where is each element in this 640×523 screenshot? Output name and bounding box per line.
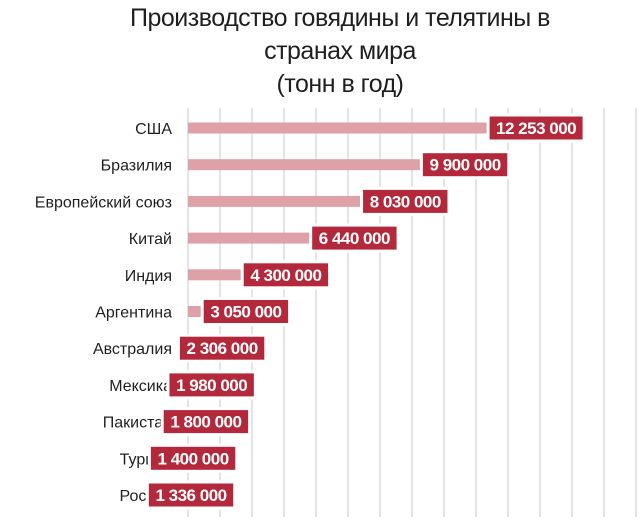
category-label: Австралия <box>93 341 172 358</box>
value-label: 9 900 000 <box>430 156 501 175</box>
category-label: Аргентина <box>95 305 172 322</box>
bar <box>188 195 445 207</box>
chart-title-line-3: (тонн в год) <box>276 70 404 98</box>
value-label: 8 030 000 <box>370 192 441 211</box>
value-label: 1 400 000 <box>158 449 229 468</box>
value-label-box <box>360 186 451 216</box>
bar <box>188 232 395 244</box>
category-label: Бразилия <box>101 158 172 175</box>
bar <box>188 159 505 171</box>
category-label: США <box>135 121 172 138</box>
value-label-box <box>240 260 332 290</box>
chart-title-line-1: Производство говядины и телятины в <box>130 4 550 32</box>
value-label: 4 300 000 <box>250 266 321 285</box>
value-label-box <box>166 370 257 400</box>
value-label: 6 440 000 <box>319 229 390 248</box>
bar <box>188 122 581 134</box>
chart-title: Производство говядины и телятины в стран… <box>0 2 640 101</box>
value-label-box <box>419 150 511 180</box>
value-label: 1 336 000 <box>155 486 226 505</box>
value-label: 1 980 000 <box>176 376 247 395</box>
value-label-box <box>145 480 237 510</box>
value-label-box <box>309 223 400 253</box>
category-label: Европейский союз <box>35 194 172 211</box>
value-label: 3 050 000 <box>210 303 281 322</box>
value-label-box <box>200 297 292 326</box>
value-label-box <box>176 333 268 363</box>
value-label-box <box>160 407 252 437</box>
value-label: 1 800 000 <box>170 413 241 432</box>
value-label: 2 306 000 <box>187 339 258 358</box>
category-label: Мексика <box>109 378 172 395</box>
value-label-box <box>486 113 586 143</box>
chart-title-line-2: странах мира <box>264 37 416 65</box>
category-label: Пакистан <box>103 415 172 432</box>
value-label-box <box>147 443 239 473</box>
value-label: 12 253 000 <box>496 119 576 138</box>
category-label: Китай <box>129 231 172 248</box>
category-label: Индия <box>125 268 172 285</box>
